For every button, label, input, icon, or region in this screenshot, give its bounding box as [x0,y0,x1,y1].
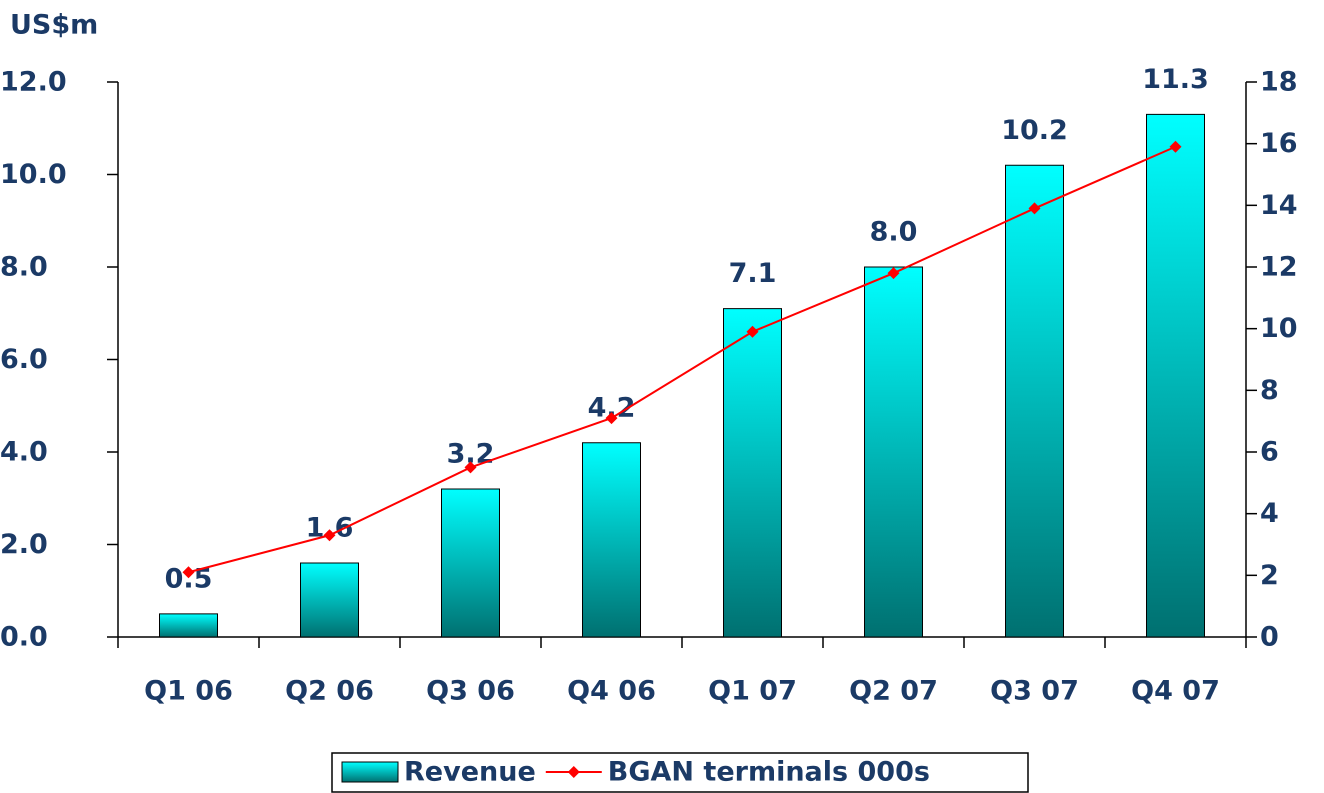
bar [300,562,359,638]
legend-box [331,752,1029,793]
y-tick-label: 10.0 [0,159,67,190]
y2-tick-label: 18 [1260,67,1298,98]
y-axis-label: US$m [10,10,98,41]
y-tick-label: 0.0 [0,622,48,653]
bar [159,613,218,638]
x-tick-label: Q1 07 [708,676,797,707]
legend-swatch-marker [567,766,580,778]
legend-label: Revenue [404,757,536,788]
line-marker [1028,202,1041,215]
legend-label: BGAN terminals 000s [608,757,930,788]
y-tick-label: 6.0 [0,344,48,375]
line-marker [323,529,336,542]
line-marker [1169,140,1182,153]
y2-tick-label: 0 [1260,622,1279,653]
x-tick-label: Q2 07 [849,676,938,707]
y2-tick-label: 4 [1260,498,1279,529]
y-tick-label: 12.0 [0,67,67,98]
legend-swatch [341,761,399,783]
x-tick-label: Q1 06 [144,676,233,707]
bar-value-label: 11.3 [1142,64,1209,95]
line-marker [887,267,900,280]
y-tick-label: 8.0 [0,252,48,283]
bar-value-label: 8.0 [870,217,918,248]
bar [1146,113,1205,638]
y2-tick-label: 2 [1260,560,1279,591]
bar-value-label: 10.2 [1001,115,1068,146]
y-tick-label: 4.0 [0,437,48,468]
y2-tick-label: 10 [1260,313,1298,344]
line-marker [605,412,618,425]
bar [441,488,500,638]
x-tick-label: Q2 06 [285,676,374,707]
y2-tick-label: 8 [1260,375,1279,406]
bar [1005,164,1064,638]
y2-tick-label: 14 [1260,190,1298,221]
line-marker [182,566,195,579]
y2-tick-label: 12 [1260,252,1298,283]
bar [723,308,782,638]
bar [582,442,641,638]
line-marker [464,461,477,474]
line-marker [746,325,759,338]
y-tick-label: 2.0 [0,529,48,560]
x-tick-label: Q4 07 [1131,676,1220,707]
x-tick-label: Q4 06 [567,676,656,707]
y2-tick-label: 16 [1260,128,1298,159]
line [188,145,1176,574]
x-tick-label: Q3 06 [426,676,515,707]
bar [864,266,923,638]
bar-value-label: 7.1 [729,258,777,289]
y2-tick-label: 6 [1260,437,1279,468]
x-tick-label: Q3 07 [990,676,1079,707]
